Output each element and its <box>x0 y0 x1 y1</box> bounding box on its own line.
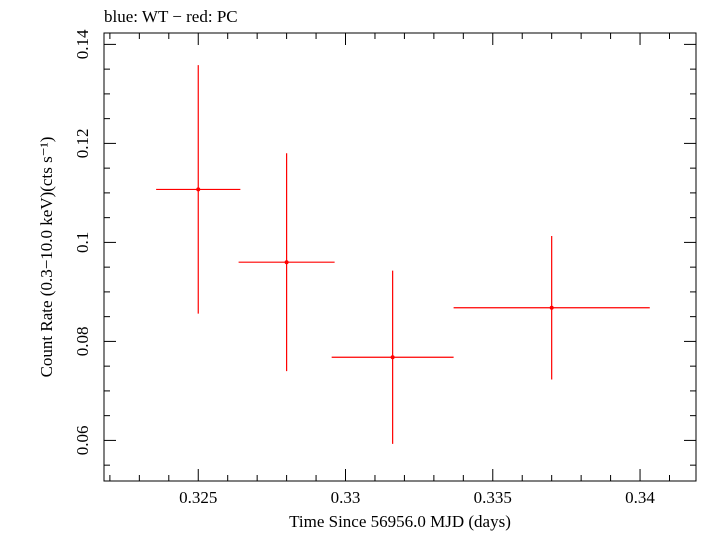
x-tick-label: 0.34 <box>625 488 655 507</box>
x-axis-label: Time Since 56956.0 MJD (days) <box>289 512 511 531</box>
data-marker <box>390 355 395 360</box>
data-point <box>238 153 335 372</box>
y-axis-ticks <box>104 43 696 466</box>
plot-frame <box>103 32 697 482</box>
data-marker <box>196 187 201 192</box>
data-series-pc <box>156 65 650 444</box>
x-tick-label: 0.325 <box>179 488 217 507</box>
x-tick-label: 0.33 <box>331 488 361 507</box>
x-tick-label: 0.335 <box>474 488 512 507</box>
y-axis-tick-labels: 0.06 0.08 0.1 0.12 0.14 <box>73 29 92 455</box>
y-tick-label: 0.1 <box>73 232 92 253</box>
chart-title: blue: WT − red: PC <box>104 7 238 26</box>
x-axis-tick-labels: 0.325 0.33 0.335 0.34 <box>179 488 655 507</box>
y-tick-label: 0.08 <box>73 327 92 357</box>
data-point <box>453 235 650 380</box>
data-marker <box>284 260 289 265</box>
data-marker <box>549 305 554 310</box>
x-axis-ticks <box>109 33 670 481</box>
y-tick-label: 0.06 <box>73 426 92 456</box>
y-tick-label: 0.12 <box>73 129 92 159</box>
y-tick-label: 0.14 <box>73 29 92 59</box>
y-axis-label: Count Rate (0.3−10.0 keV)(cts s⁻¹) <box>37 137 56 378</box>
data-point <box>331 270 454 444</box>
data-point <box>156 65 241 314</box>
